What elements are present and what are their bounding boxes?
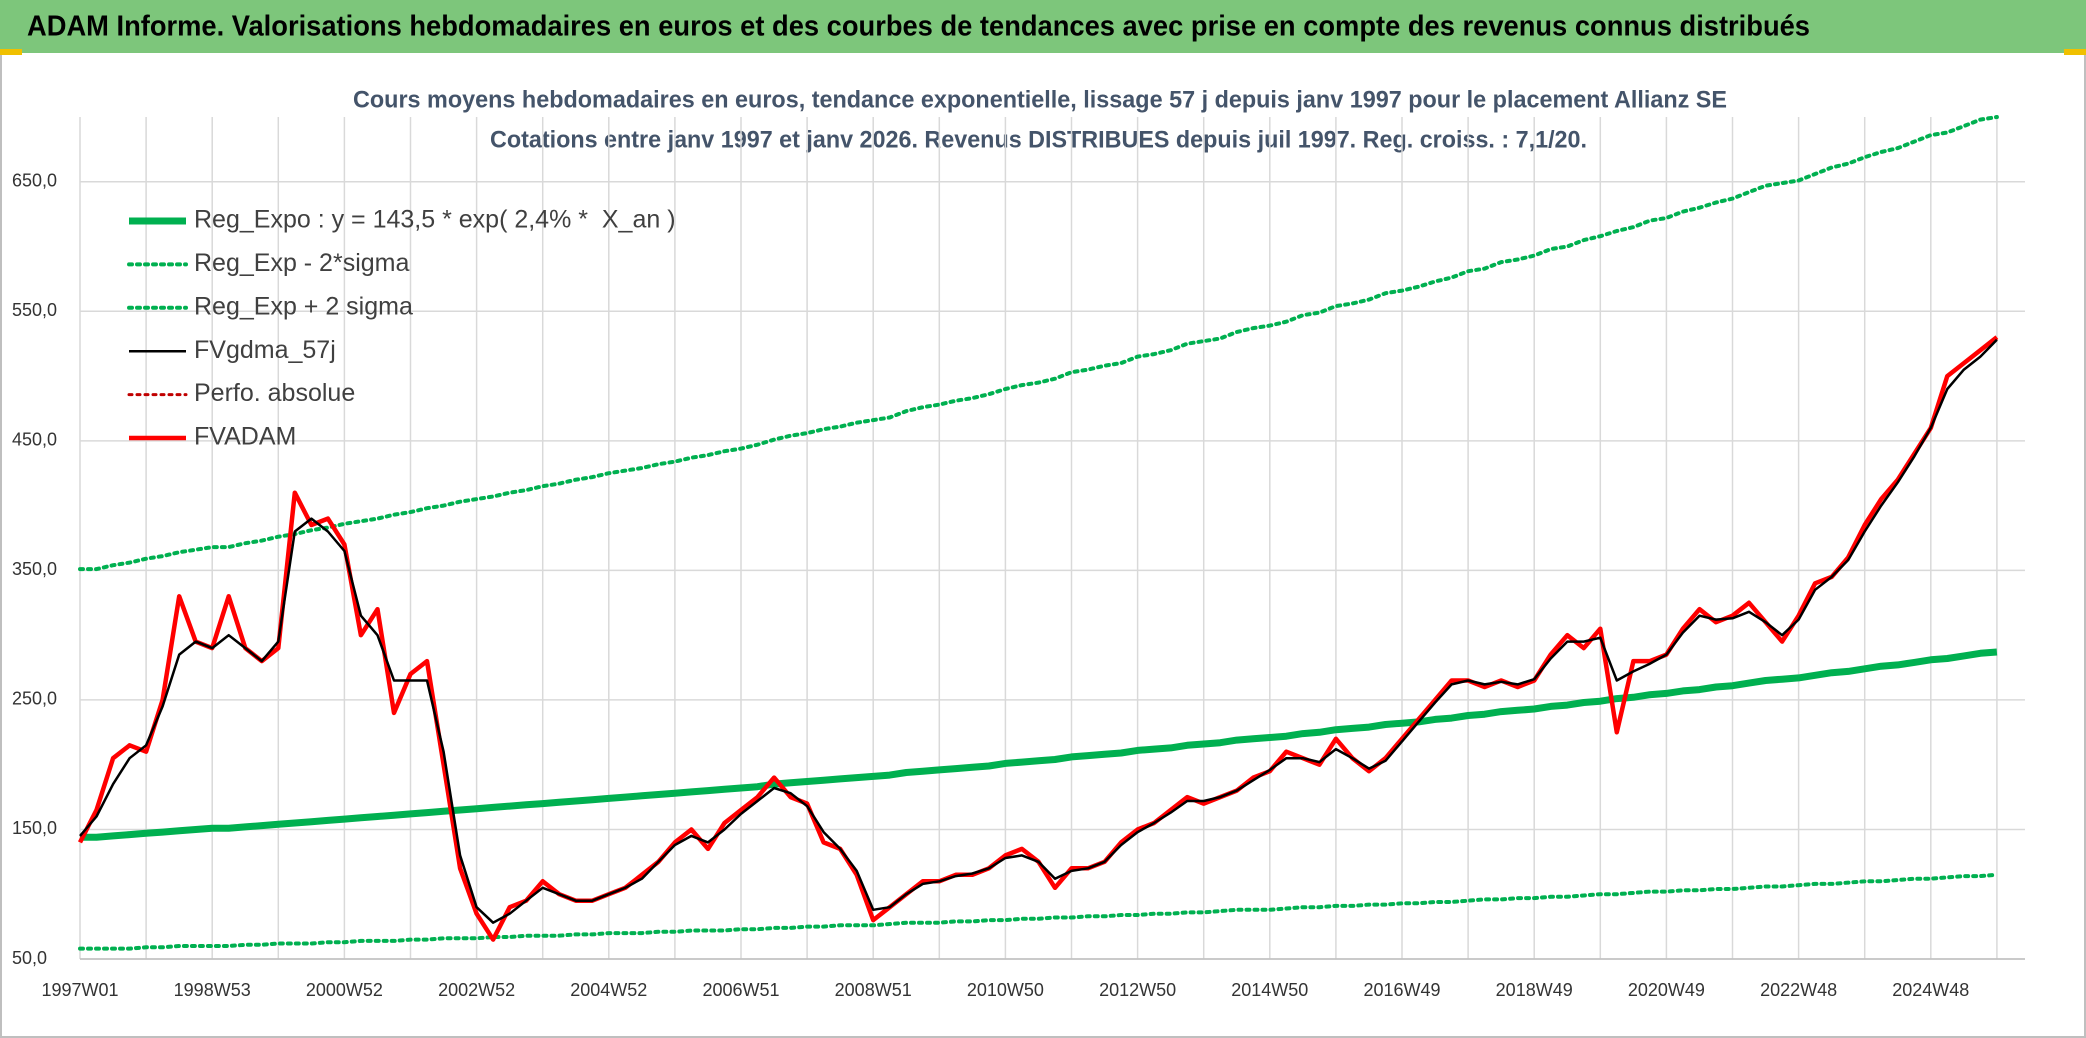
x-tick-label: 2020W49 bbox=[1628, 980, 1705, 1000]
x-tick-label: 2002W52 bbox=[438, 980, 515, 1000]
legend-label: Perfo. absolue bbox=[194, 379, 355, 407]
legend: Reg_Expo : y = 143,5 * exp( 2,4% * X_an … bbox=[127, 206, 676, 451]
x-tick-label: 2014W50 bbox=[1231, 980, 1308, 1000]
x-tick-label: 2024W48 bbox=[1892, 980, 1969, 1000]
legend-label: FVgdma_57j bbox=[194, 336, 336, 364]
y-tick-label: 150,0 bbox=[12, 818, 57, 838]
chart-subtitle: Cours moyens hebdomadaires en euros, ten… bbox=[353, 86, 1727, 113]
x-tick-label: 2022W48 bbox=[1760, 980, 1837, 1000]
x-tick-label: 2004W52 bbox=[570, 980, 647, 1000]
legend-label: Reg_Expo : y = 143,5 * exp( 2,4% * X_an … bbox=[194, 206, 676, 234]
y-tick-label: 550,0 bbox=[12, 300, 57, 320]
chart-title: ADAM Informe. Valorisations hebdomadaire… bbox=[27, 11, 1810, 43]
x-tick-label: 2012W50 bbox=[1099, 980, 1176, 1000]
x-tick-label: 2006W51 bbox=[702, 980, 779, 1000]
corner-mark bbox=[0, 49, 22, 55]
y-tick-label: 650,0 bbox=[12, 171, 57, 191]
y-tick-label: 250,0 bbox=[12, 689, 57, 709]
title-banner bbox=[0, 0, 2086, 53]
corner-mark bbox=[2064, 49, 2086, 55]
x-tick-label: 1998W53 bbox=[174, 980, 251, 1000]
series-line bbox=[79, 338, 1998, 924]
chart-subtitle: Cotations entre janv 1997 et janv 2026. … bbox=[490, 126, 1587, 153]
x-tick-label: 2008W51 bbox=[835, 980, 912, 1000]
series-line bbox=[78, 115, 1999, 572]
x-tick-label: 2000W52 bbox=[306, 980, 383, 1000]
y-tick-label: 350,0 bbox=[12, 559, 57, 579]
plot-lines bbox=[77, 115, 1999, 951]
x-tick-label: 2010W50 bbox=[967, 980, 1044, 1000]
series-line bbox=[80, 648, 1998, 841]
legend-label: FVADAM bbox=[194, 423, 296, 451]
y-tick-label: 450,0 bbox=[12, 430, 57, 450]
y-tick-label: 50,0 bbox=[12, 948, 47, 968]
legend-label: Reg_Exp - 2*sigma bbox=[194, 249, 409, 277]
x-tick-label: 2016W49 bbox=[1363, 980, 1440, 1000]
grid: 50,0 150,0 250,0 350,0 450,0 550,0 650,0 1997W0… bbox=[12, 117, 2025, 1000]
x-tick-label: 1997W01 bbox=[41, 980, 118, 1000]
series-line bbox=[78, 872, 1999, 951]
legend-label: Reg_Exp + 2 sigma bbox=[194, 292, 413, 320]
x-tick-label: 2018W49 bbox=[1496, 980, 1573, 1000]
